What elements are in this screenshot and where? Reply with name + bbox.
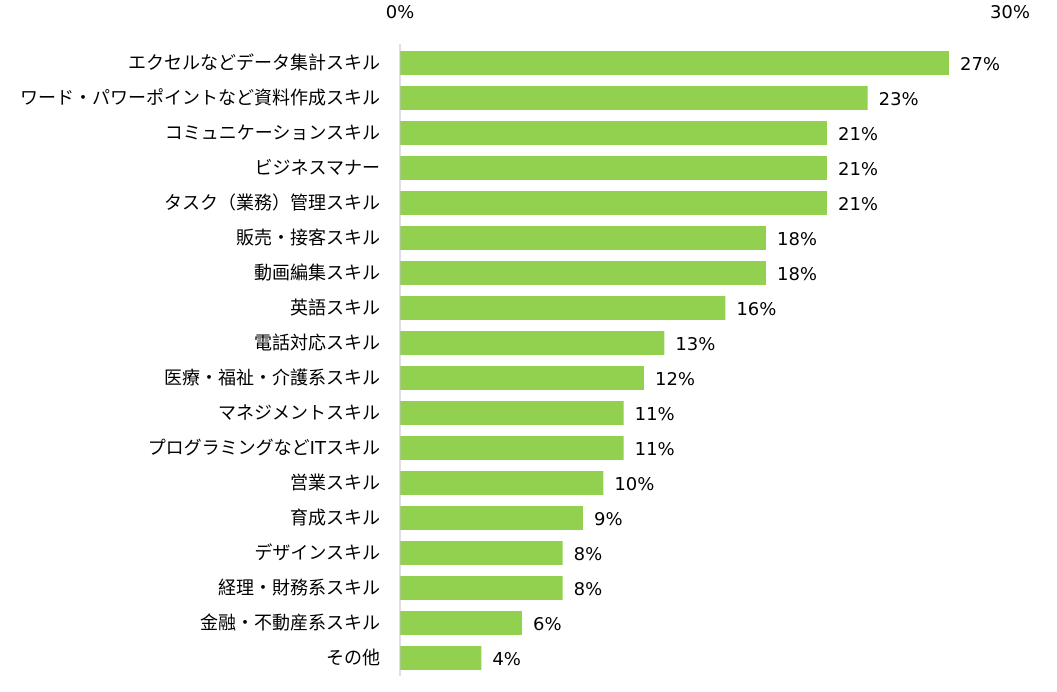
bar bbox=[400, 506, 583, 530]
bar bbox=[400, 156, 827, 180]
bar-value-label: 12% bbox=[655, 369, 695, 390]
bar-value-label: 16% bbox=[736, 299, 776, 320]
bar bbox=[400, 401, 624, 425]
x-tick-label: 0% bbox=[386, 2, 415, 23]
category-label: 経理・財務系スキル bbox=[218, 578, 380, 599]
bar-value-label: 10% bbox=[614, 474, 654, 495]
bar-value-label: 13% bbox=[675, 334, 715, 355]
bar-value-label: 8% bbox=[574, 544, 603, 565]
category-label: タスク（業務）管理スキル bbox=[164, 193, 380, 214]
bar-value-label: 8% bbox=[574, 579, 603, 600]
bar-value-label: 4% bbox=[492, 649, 521, 670]
bar bbox=[400, 86, 868, 110]
bar bbox=[400, 261, 766, 285]
bar-value-label: 11% bbox=[635, 404, 675, 425]
bar-value-label: 27% bbox=[960, 54, 1000, 75]
bar-value-label: 21% bbox=[838, 124, 878, 145]
bar bbox=[400, 121, 827, 145]
bar-value-label: 18% bbox=[777, 264, 817, 285]
category-label: デザインスキル bbox=[254, 543, 380, 564]
bar-value-label: 11% bbox=[635, 439, 675, 460]
bar bbox=[400, 541, 563, 565]
bar bbox=[400, 436, 624, 460]
bar bbox=[400, 331, 665, 355]
category-label: 金融・不動産系スキル bbox=[200, 613, 380, 634]
value-labels: 27%23%21%21%21%18%18%16%13%12%11%11%10%9… bbox=[492, 54, 1000, 670]
bar bbox=[400, 226, 766, 250]
category-label: 育成スキル bbox=[290, 508, 380, 529]
bar bbox=[400, 51, 949, 75]
category-label: 医療・福祉・介護系スキル bbox=[164, 368, 380, 389]
bar bbox=[400, 191, 827, 215]
bar-value-label: 23% bbox=[879, 89, 919, 110]
category-labels: エクセルなどデータ集計スキルワード・パワーポイントなど資料作成スキルコミュニケー… bbox=[20, 53, 380, 669]
bar-value-label: 21% bbox=[838, 194, 878, 215]
category-label: 動画編集スキル bbox=[254, 263, 380, 284]
bar bbox=[400, 576, 563, 600]
category-label: 電話対応スキル bbox=[254, 333, 380, 354]
category-label: その他 bbox=[326, 648, 380, 669]
bar bbox=[400, 296, 726, 320]
category-label: ビジネスマナー bbox=[255, 158, 380, 179]
x-tick-label: 30% bbox=[990, 2, 1030, 23]
bar-value-label: 18% bbox=[777, 229, 817, 250]
bar bbox=[400, 611, 522, 635]
category-label: 英語スキル bbox=[290, 298, 380, 319]
category-label: エクセルなどデータ集計スキル bbox=[128, 53, 380, 74]
x-axis-ticks: 0% 30% bbox=[386, 2, 1030, 23]
bar bbox=[400, 366, 644, 390]
category-label: コミュニケーションスキル bbox=[165, 123, 380, 144]
bar bbox=[400, 646, 482, 670]
category-label: 営業スキル bbox=[290, 473, 380, 494]
category-label: プログラミングなどITスキル bbox=[148, 438, 380, 459]
bars-group bbox=[400, 51, 949, 670]
category-label: マネジメントスキル bbox=[218, 403, 380, 424]
category-label: 販売・接客スキル bbox=[236, 228, 380, 249]
bar-value-label: 21% bbox=[838, 159, 878, 180]
category-label: ワード・パワーポイントなど資料作成スキル bbox=[20, 88, 380, 109]
bar-value-label: 6% bbox=[533, 614, 562, 635]
bar-value-label: 9% bbox=[594, 509, 623, 530]
bar bbox=[400, 471, 604, 495]
